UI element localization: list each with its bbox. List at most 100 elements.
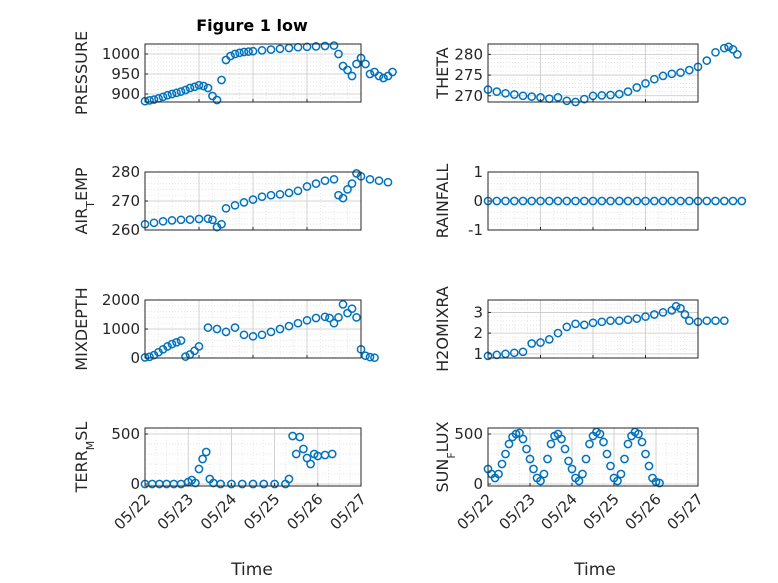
data-point bbox=[248, 195, 258, 204]
data-point bbox=[702, 56, 712, 65]
data-point bbox=[190, 82, 199, 92]
y-tick-label: 0 bbox=[130, 349, 140, 367]
data-point bbox=[527, 339, 537, 348]
data-point bbox=[733, 50, 742, 59]
data-point bbox=[599, 437, 608, 447]
y-axis-label: SUNFLUX bbox=[433, 421, 458, 492]
y-tick-label: 280 bbox=[454, 45, 483, 63]
data-point bbox=[149, 95, 159, 104]
data-point bbox=[546, 439, 556, 449]
y-tick-label: 275 bbox=[454, 66, 483, 84]
data-point bbox=[623, 87, 633, 96]
data-point bbox=[641, 449, 650, 459]
data-point bbox=[167, 216, 177, 225]
data-point bbox=[529, 464, 538, 474]
data-point bbox=[374, 71, 384, 81]
data-point bbox=[302, 182, 312, 191]
data-point bbox=[383, 177, 393, 187]
data-point bbox=[163, 90, 172, 100]
data-point bbox=[329, 41, 339, 50]
data-point bbox=[191, 478, 200, 488]
data-point bbox=[347, 304, 357, 314]
data-point bbox=[311, 313, 321, 323]
data-point bbox=[284, 474, 294, 484]
data-point bbox=[553, 328, 563, 338]
y-tick-label: 3 bbox=[473, 303, 483, 321]
data-point bbox=[536, 338, 545, 347]
data-point bbox=[181, 352, 190, 361]
data-point bbox=[329, 318, 339, 328]
data-point bbox=[658, 308, 668, 317]
data-point bbox=[257, 46, 267, 55]
data-point bbox=[543, 454, 552, 464]
data-point bbox=[194, 464, 204, 474]
data-point bbox=[203, 214, 213, 224]
axes-box bbox=[487, 427, 699, 487]
data-point bbox=[579, 196, 589, 206]
data-point bbox=[560, 444, 570, 454]
data-point bbox=[606, 196, 615, 206]
y-axis-label: H2OMIXRA bbox=[433, 286, 452, 372]
x-tick-label: 05/27 bbox=[327, 490, 370, 533]
data-point bbox=[585, 439, 594, 449]
data-point bbox=[194, 342, 204, 351]
data-point bbox=[235, 48, 244, 58]
subplot-terr-msl: 0 500 05/22 05/23 05/24 05/25 05/26 05/27 TERRMS… bbox=[72, 422, 370, 534]
data-point bbox=[497, 459, 507, 469]
data-point bbox=[194, 80, 204, 90]
data-point bbox=[361, 59, 370, 69]
data-point bbox=[248, 479, 258, 489]
data-point bbox=[145, 352, 154, 362]
data-point bbox=[347, 71, 357, 81]
y-tick-label: 2000 bbox=[102, 291, 140, 309]
data-point bbox=[230, 323, 240, 332]
data-point bbox=[237, 479, 247, 489]
x-axis-label-left: Time bbox=[230, 560, 273, 580]
data-point bbox=[216, 479, 225, 489]
data-point bbox=[275, 189, 285, 199]
data-point bbox=[244, 47, 253, 56]
y-tick-label: 260 bbox=[111, 221, 140, 239]
y-axis-label: TERRMSL bbox=[72, 422, 97, 494]
data-point bbox=[553, 196, 563, 206]
data-point bbox=[588, 196, 598, 206]
data-point bbox=[239, 198, 249, 207]
y-tick-label: 1 bbox=[473, 345, 483, 363]
y-tick-label: 1000 bbox=[102, 45, 140, 63]
data-point bbox=[711, 316, 720, 326]
data-point bbox=[379, 73, 388, 83]
data-point bbox=[365, 174, 375, 184]
figure-title: Figure 1 low bbox=[196, 16, 308, 35]
data-point bbox=[684, 196, 694, 206]
data-point bbox=[606, 461, 615, 471]
data-point bbox=[623, 315, 633, 325]
data-point bbox=[553, 93, 563, 102]
y-tick-label: 500 bbox=[111, 425, 140, 443]
data-point bbox=[616, 469, 626, 479]
data-point bbox=[658, 71, 668, 81]
data-point bbox=[194, 214, 204, 224]
data-point bbox=[167, 339, 177, 349]
data-point bbox=[667, 69, 677, 79]
data-point bbox=[702, 316, 712, 326]
data-point bbox=[597, 317, 607, 327]
data-point bbox=[176, 336, 186, 345]
data-point bbox=[614, 316, 624, 326]
data-point bbox=[564, 456, 573, 466]
data-point bbox=[198, 454, 207, 464]
data-point bbox=[239, 330, 249, 340]
data-point bbox=[338, 193, 348, 203]
data-point bbox=[518, 347, 528, 357]
y-tick-label: 1 bbox=[473, 163, 483, 181]
data-point bbox=[614, 196, 624, 206]
data-point bbox=[163, 342, 172, 351]
data-point bbox=[637, 437, 647, 447]
data-point bbox=[634, 429, 643, 439]
y-axis-label: MIXDEPTH bbox=[72, 287, 91, 370]
data-point bbox=[329, 174, 339, 184]
data-point bbox=[145, 96, 154, 105]
data-point bbox=[649, 310, 659, 319]
data-point bbox=[571, 319, 580, 329]
data-point bbox=[588, 318, 598, 328]
data-point bbox=[518, 91, 528, 101]
